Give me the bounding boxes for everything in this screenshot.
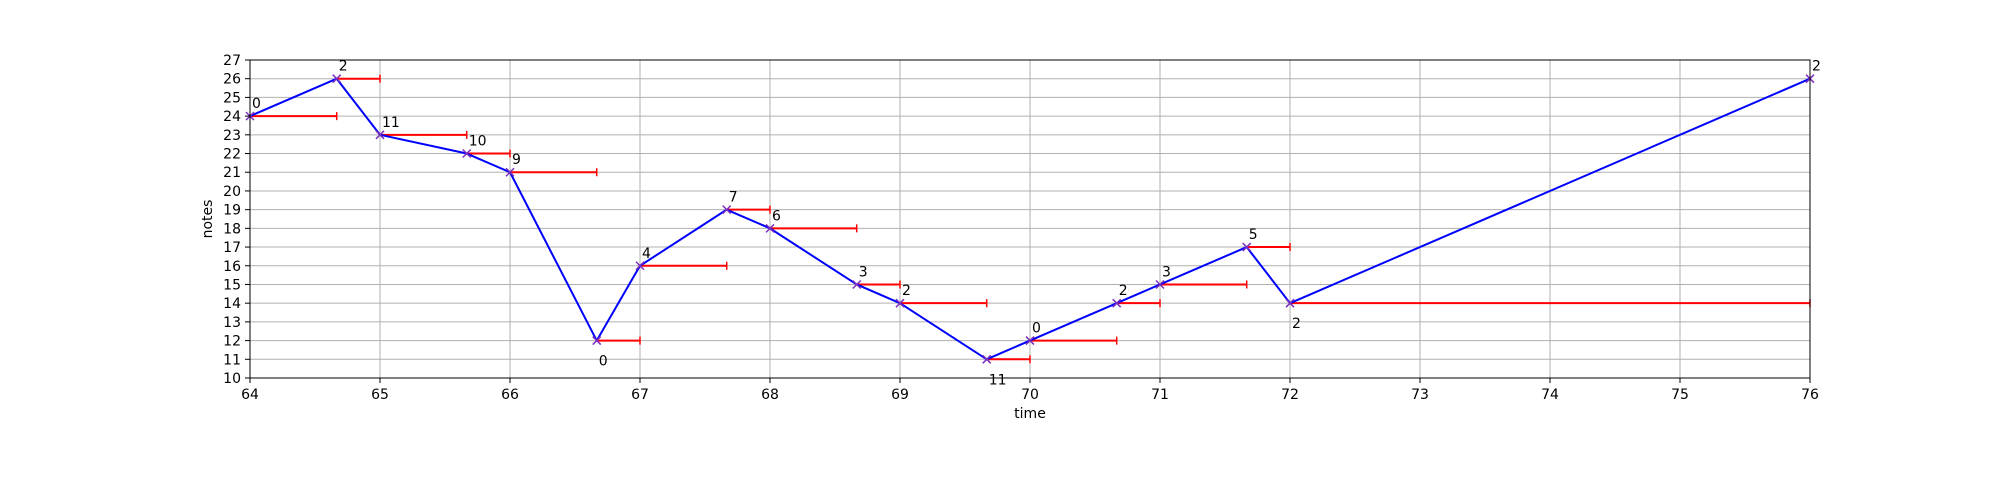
note-labels: 0 2 11 10 9 0 4 7 6 3 2 11 0 2 3 5 2 2 <box>252 59 1821 389</box>
note-label: 4 <box>642 246 651 262</box>
y-axis: 10 11 12 13 14 15 16 17 18 19 20 21 22 23 24 25 26 27 <box>223 53 250 387</box>
y-tick-label: 22 <box>223 147 241 163</box>
note-label: 0 <box>599 354 608 370</box>
note-series <box>249 77 1811 361</box>
note-label: 2 <box>902 283 911 299</box>
x-tick-label: 64 <box>241 387 259 403</box>
x-tick-label: 67 <box>631 387 649 403</box>
marker-stroke <box>765 223 775 233</box>
note-label: 5 <box>1249 227 1258 243</box>
note-marker <box>895 298 905 308</box>
marker-stroke <box>982 354 992 364</box>
note-marker <box>592 336 602 346</box>
note-marker <box>1025 336 1035 346</box>
note-label: 0 <box>1032 321 1041 337</box>
marker-stroke <box>895 298 905 308</box>
note-label: 0 <box>252 96 261 112</box>
note-label: 3 <box>859 264 868 280</box>
marker-stroke <box>1155 279 1165 290</box>
note-marker <box>635 261 645 271</box>
y-tick-label: 25 <box>223 90 241 106</box>
note-marker <box>1155 279 1165 290</box>
note-marker <box>1112 298 1122 308</box>
note-label: 11 <box>989 372 1007 388</box>
note-marker <box>1242 242 1252 252</box>
y-tick-label: 15 <box>223 277 241 293</box>
y-tick-label: 26 <box>223 72 241 88</box>
grid <box>249 59 1811 379</box>
note-label: 2 <box>1119 283 1128 299</box>
marker-stroke <box>1112 298 1122 308</box>
marker-stroke <box>852 279 862 290</box>
note-label: 9 <box>512 152 521 168</box>
marker-stroke <box>592 336 602 346</box>
x-tick-label: 72 <box>1281 387 1299 403</box>
y-tick-label: 21 <box>223 165 241 181</box>
x-axis-label: time <box>1014 406 1046 422</box>
y-tick-label: 12 <box>223 334 241 350</box>
x-tick-label: 75 <box>1671 387 1689 403</box>
y-tick-label: 17 <box>223 240 241 256</box>
x-tick-label: 66 <box>501 387 519 403</box>
note-label: 2 <box>1292 316 1301 332</box>
x-axis: 64 65 66 67 68 69 70 71 72 73 74 75 76 <box>241 378 1819 403</box>
x-tick-label: 70 <box>1021 387 1039 403</box>
x-tick-label: 76 <box>1801 387 1819 403</box>
note-marker <box>375 130 385 140</box>
note-marker <box>462 148 472 159</box>
x-tick-label: 65 <box>371 387 389 403</box>
x-tick-label: 73 <box>1411 387 1429 403</box>
y-tick-label: 10 <box>223 371 241 387</box>
marker-stroke <box>375 130 385 140</box>
y-tick-label: 23 <box>223 128 241 144</box>
x-tick-label: 71 <box>1151 387 1169 403</box>
marker-stroke <box>635 261 645 271</box>
note-marker <box>982 354 992 364</box>
note-label: 2 <box>339 59 348 75</box>
note-label: 10 <box>469 134 487 150</box>
x-tick-label: 69 <box>891 387 909 403</box>
note-markers <box>245 74 1815 364</box>
y-tick-label: 14 <box>223 296 241 312</box>
note-marker <box>505 167 515 177</box>
duration-bars <box>250 74 1811 364</box>
y-tick-label: 24 <box>223 109 241 125</box>
marker-stroke <box>1285 298 1295 308</box>
marker-stroke <box>722 205 732 215</box>
marker-stroke <box>505 167 515 177</box>
y-tick-label: 18 <box>223 221 241 237</box>
note-label: 2 <box>1812 59 1821 75</box>
note-label: 7 <box>729 190 738 206</box>
marker-stroke <box>462 148 472 159</box>
marker-stroke <box>1242 242 1252 252</box>
y-tick-label: 20 <box>223 184 241 200</box>
y-tick-label: 13 <box>223 315 241 331</box>
x-tick-label: 68 <box>761 387 779 403</box>
y-tick-label: 16 <box>223 259 241 275</box>
note-label: 11 <box>382 115 400 131</box>
y-tick-label: 27 <box>223 53 241 69</box>
marker-stroke <box>332 74 342 84</box>
note-marker <box>765 223 775 233</box>
note-marker <box>852 279 862 290</box>
y-tick-label: 19 <box>223 203 241 219</box>
y-tick-label: 11 <box>223 352 241 368</box>
x-tick-label: 74 <box>1541 387 1559 403</box>
note-line <box>249 77 1811 361</box>
note-label: 6 <box>772 208 781 224</box>
note-marker <box>722 205 732 215</box>
note-label: 3 <box>1162 264 1171 280</box>
marker-stroke <box>1025 336 1035 346</box>
note-marker <box>332 74 342 84</box>
note-marker <box>1285 298 1295 308</box>
y-axis-label: notes <box>200 200 216 239</box>
